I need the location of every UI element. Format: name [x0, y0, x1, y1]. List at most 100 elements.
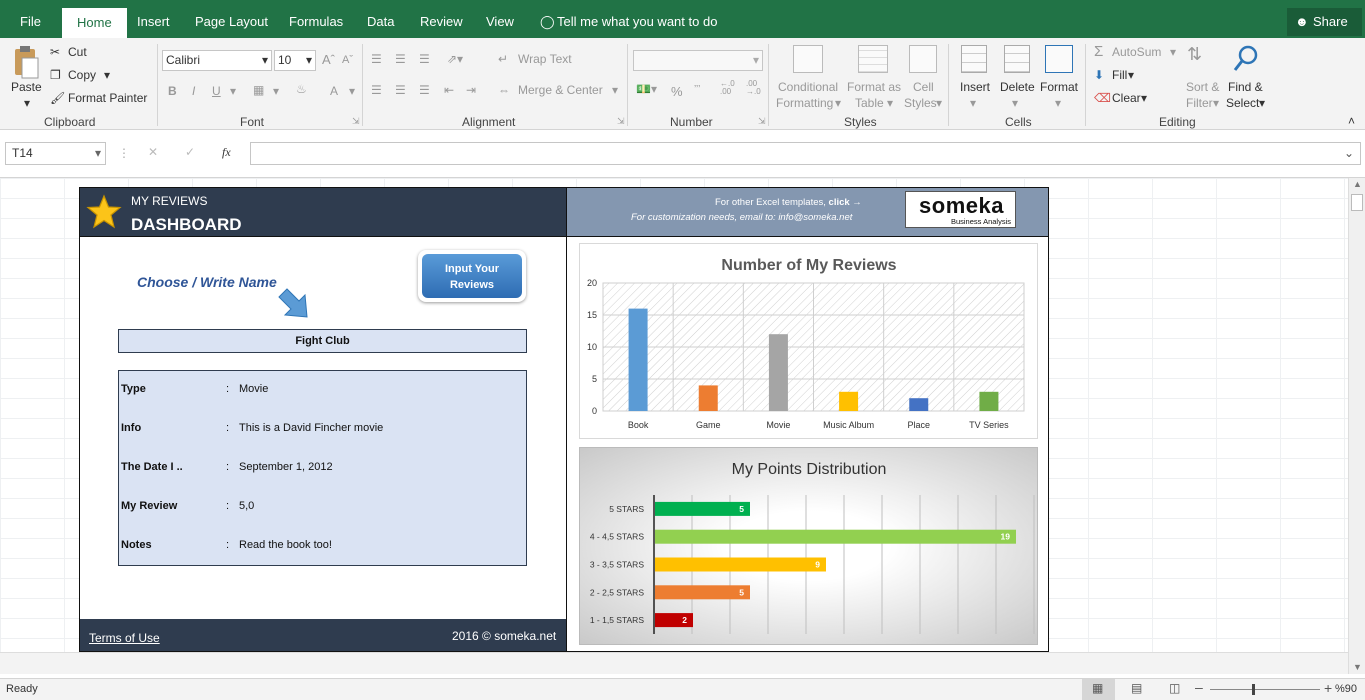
currency-icon[interactable]: 💵▾	[636, 82, 657, 96]
comma-style-icon[interactable]: ’’’	[694, 84, 701, 95]
chevron-down-icon[interactable]: ▾	[612, 83, 619, 97]
font-color-icon[interactable]: A	[330, 84, 339, 98]
dialog-launcher-icon[interactable]: ⇲	[758, 116, 766, 126]
page-break-view-icon[interactable]: ◫	[1169, 681, 1181, 695]
paste-dropdown-icon[interactable]: ▾	[24, 96, 31, 110]
tab-view[interactable]: View	[486, 14, 514, 29]
align-middle-icon[interactable]: ☰	[395, 52, 406, 66]
formula-input[interactable]: ⌄	[250, 142, 1361, 165]
align-top-icon[interactable]: ☰	[371, 52, 382, 66]
tell-me-search[interactable]: Tell me what you want to do	[557, 14, 718, 29]
vertical-scrollbar[interactable]: ▲ ▼	[1348, 178, 1365, 674]
zoom-out-icon[interactable]: –	[1195, 679, 1203, 695]
conditional-formatting-label-2[interactable]: Formatting	[776, 96, 834, 110]
increase-decimal-icon[interactable]: ←.0.00	[720, 79, 735, 96]
bold-icon[interactable]: B	[168, 84, 177, 98]
chevron-down-icon[interactable]: ▾	[1128, 68, 1135, 82]
format-painter-button[interactable]: Format Painter	[68, 91, 148, 105]
tab-insert[interactable]: Insert	[137, 14, 170, 29]
tab-data[interactable]: Data	[367, 14, 395, 29]
number-format-select[interactable]: ▾	[633, 50, 763, 71]
insert-function-button[interactable]: fx	[222, 145, 231, 159]
percent-style-button[interactable]: %	[671, 84, 683, 99]
terms-of-use-link[interactable]: Terms of Use	[89, 631, 160, 645]
dialog-launcher-icon[interactable]: ⇲	[617, 116, 625, 126]
detail-value[interactable]: This is a David Fincher movie	[239, 422, 384, 434]
detail-value[interactable]: 5,0	[239, 500, 255, 512]
someka-logo[interactable]: someka Business Analysis	[905, 191, 1016, 228]
resize-handle-icon[interactable]: ⋮	[118, 146, 130, 160]
chevron-down-icon[interactable]: ▾	[1055, 96, 1062, 110]
font-name-select[interactable]: Calibri ▾	[162, 50, 272, 71]
cell-styles-label-2[interactable]: Styles	[904, 96, 937, 110]
chevron-down-icon[interactable]: ▾	[1259, 96, 1266, 110]
cancel-icon[interactable]: ✕	[148, 145, 159, 159]
zoom-slider-thumb[interactable]	[1252, 684, 1255, 695]
chevron-down-icon[interactable]: ▾	[230, 84, 237, 98]
format-cells-button[interactable]: Format	[1040, 80, 1079, 94]
chevron-down-icon[interactable]: ▾	[1012, 96, 1019, 110]
dialog-launcher-icon[interactable]: ⇲	[352, 116, 360, 126]
chevron-down-icon[interactable]: ▾	[1213, 96, 1220, 110]
tab-review[interactable]: Review	[420, 14, 463, 29]
detail-value[interactable]: September 1, 2012	[239, 461, 333, 473]
input-reviews-button[interactable]: Input Your Reviews	[418, 250, 526, 302]
clear-button[interactable]: Clear	[1112, 91, 1141, 105]
fill-color-icon[interactable]: ♨	[296, 82, 307, 96]
shrink-font-icon[interactable]: Aˇ	[342, 54, 353, 66]
chevron-down-icon[interactable]: ▾	[887, 96, 894, 110]
scroll-down-icon[interactable]: ▼	[1353, 662, 1362, 672]
review-name-field[interactable]: Fight Club	[118, 329, 527, 353]
grow-font-icon[interactable]: Aˆ	[322, 52, 335, 67]
expand-formula-icon[interactable]: ⌄	[1343, 146, 1354, 160]
italic-icon[interactable]: I	[192, 84, 196, 98]
chevron-down-icon[interactable]: ▾	[835, 96, 842, 110]
font-size-select[interactable]: 10 ▾	[274, 50, 316, 71]
sort-filter-label[interactable]: Sort &	[1186, 80, 1220, 94]
detail-value[interactable]: Read the book too!	[239, 539, 332, 551]
zoom-in-icon[interactable]: +	[1324, 680, 1333, 696]
align-right-icon[interactable]: ☰	[419, 83, 430, 97]
horizontal-scrollbar[interactable]	[0, 652, 1348, 674]
paste-icon[interactable]	[10, 46, 42, 80]
orientation-icon[interactable]: ⇗▾	[447, 52, 464, 66]
chevron-down-icon[interactable]: ▾	[1170, 45, 1177, 59]
share-button[interactable]: ☻ Share	[1287, 8, 1362, 36]
decrease-decimal-icon[interactable]: .00 →.0	[746, 79, 761, 96]
sort-filter-label-2[interactable]: Filter	[1186, 96, 1213, 110]
cell-styles-label[interactable]: Cell	[913, 80, 934, 94]
page-layout-view-icon[interactable]: ▤	[1131, 681, 1143, 695]
align-bottom-icon[interactable]: ☰	[419, 52, 430, 66]
chevron-down-icon[interactable]: ▾	[349, 84, 356, 98]
merge-center-button[interactable]: Merge & Center	[518, 83, 603, 97]
copy-dropdown-icon[interactable]: ▾	[104, 68, 111, 82]
find-select-label-2[interactable]: Select	[1226, 96, 1260, 110]
scroll-up-icon[interactable]: ▲	[1353, 179, 1362, 189]
format-as-table-label-2[interactable]: Table	[855, 96, 884, 110]
zoom-level[interactable]: %90	[1335, 683, 1358, 695]
underline-icon[interactable]: U	[212, 84, 221, 98]
align-center-icon[interactable]: ☰	[395, 83, 406, 97]
find-select-label[interactable]: Find &	[1228, 80, 1263, 94]
fill-button[interactable]: Fill	[1112, 68, 1128, 82]
delete-cells-button[interactable]: Delete	[1000, 80, 1035, 94]
chevron-down-icon[interactable]: ▾	[970, 96, 977, 110]
cut-button[interactable]: Cut	[68, 45, 87, 59]
conditional-formatting-label[interactable]: Conditional	[778, 80, 839, 94]
chevron-down-icon[interactable]: ▾	[936, 96, 943, 110]
tab-file[interactable]: File	[20, 14, 41, 29]
insert-cells-button[interactable]: Insert	[960, 80, 991, 94]
autosum-button[interactable]: AutoSum	[1112, 45, 1162, 59]
tab-formulas[interactable]: Formulas	[289, 14, 344, 29]
align-left-icon[interactable]: ☰	[371, 83, 382, 97]
decrease-indent-icon[interactable]: ⇤	[444, 83, 455, 97]
wrap-text-button[interactable]: Wrap Text	[518, 52, 572, 66]
zoom-slider[interactable]	[1210, 689, 1320, 690]
enter-icon[interactable]: ✓	[185, 145, 196, 159]
chevron-down-icon[interactable]: ▾	[1141, 91, 1148, 105]
detail-value[interactable]: Movie	[239, 383, 269, 395]
chevron-down-icon[interactable]: ▾	[273, 84, 280, 98]
format-as-table-label[interactable]: Format as	[847, 80, 902, 94]
templates-link[interactable]: click →	[828, 197, 862, 208]
vertical-scroll-thumb[interactable]	[1351, 194, 1363, 211]
